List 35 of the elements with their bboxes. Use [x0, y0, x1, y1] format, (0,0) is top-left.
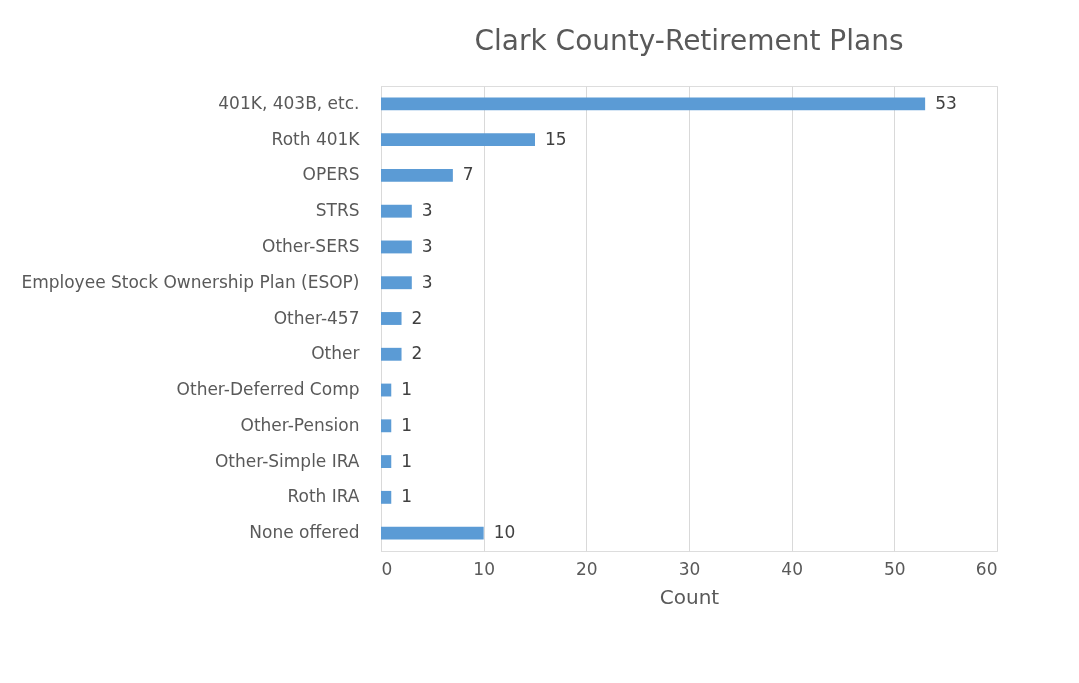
y-tick-label: 401K, 403B, etc. — [218, 92, 360, 113]
data-label: 3 — [421, 271, 433, 292]
y-tick-label: STRS — [315, 200, 360, 221]
data-label: 1 — [401, 414, 413, 435]
y-tick-label: OPERS — [302, 164, 360, 185]
y-tick-label: Other — [311, 343, 360, 364]
data-label: 1 — [401, 379, 413, 400]
y-tick-label: Employee Stock Ownership Plan (ESOP) — [21, 271, 360, 292]
x-axis-title: Count — [659, 584, 720, 609]
chart-title: Clark County-Retirement Plans — [474, 24, 904, 57]
data-label: 10 — [493, 522, 516, 543]
x-tick-label: 10 — [473, 558, 495, 579]
y-tick-label: Roth 401K — [271, 128, 361, 149]
y-tick-label: Other-SERS — [262, 235, 360, 256]
data-label: 3 — [421, 235, 433, 256]
x-tick-label: 30 — [678, 558, 701, 579]
data-label: 53 — [935, 92, 957, 113]
data-label: 1 — [401, 450, 413, 471]
y-tick-label: Roth IRA — [287, 486, 360, 507]
data-label: 15 — [545, 128, 567, 149]
x-tick-label: 20 — [576, 558, 598, 579]
x-tick-label: 40 — [781, 558, 803, 579]
data-label: 1 — [401, 486, 413, 507]
y-tick-label: None offered — [249, 522, 360, 543]
x-tick-label: 60 — [975, 558, 998, 579]
data-label: 7 — [462, 164, 474, 185]
y-tick-label: Other-Deferred Comp — [176, 379, 360, 400]
y-tick-label: Other-457 — [273, 307, 360, 328]
y-tick-label: Other-Pension — [240, 414, 360, 435]
x-tick-label: 50 — [884, 558, 906, 579]
x-tick-label: 0 — [381, 558, 393, 579]
data-label: 3 — [421, 200, 433, 221]
data-label: 2 — [411, 307, 423, 328]
y-tick-label: Other-Simple IRA — [214, 450, 360, 471]
data-label: 2 — [411, 343, 423, 364]
